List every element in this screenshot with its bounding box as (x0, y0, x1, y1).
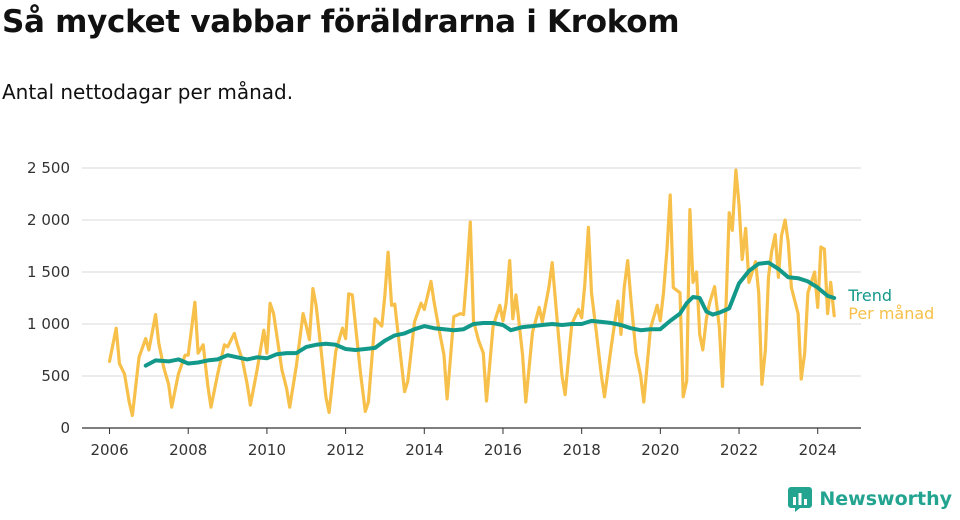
x-axis: 2006 2008 2010 2012 2014 2016 2018 2020 2022 2024 (82, 427, 861, 459)
y-tick-label: 1 500 (27, 263, 70, 281)
x-tick-label: 2006 (90, 441, 128, 459)
x-tick-label: 2010 (248, 441, 286, 459)
y-tick-label: 1 000 (27, 315, 70, 333)
chart-title: Så mycket vabbar föräldrarna i Krokom (2, 4, 680, 40)
x-tick-label: 2018 (563, 441, 601, 459)
x-tick-label: 2012 (327, 441, 365, 459)
chart-subtitle: Antal nettodagar per månad. (2, 80, 294, 104)
x-tick-label: 2016 (484, 441, 522, 459)
y-tick-label: 2 500 (27, 159, 70, 177)
legend-label-per-manad: Per månad (848, 304, 934, 323)
brand-logo: Newsworthy (787, 486, 952, 512)
legend-label-trend: Trend (847, 286, 892, 305)
x-tick-label: 2014 (405, 441, 443, 459)
series-line-trend (143, 260, 837, 368)
series-lines (107, 168, 837, 418)
y-tick-label: 2 000 (27, 211, 70, 229)
y-tick-label: 500 (41, 367, 70, 385)
newsworthy-logo-icon (788, 487, 813, 512)
brand-name: Newsworthy (819, 488, 952, 510)
y-axis-ticks: 0 500 1 000 1 500 2 000 2 500 (27, 159, 70, 437)
x-tick-label: 2024 (799, 441, 837, 459)
x-tick-label: 2022 (720, 441, 758, 459)
x-tick-label: 2020 (641, 441, 679, 459)
series-line-per-manad (107, 168, 836, 418)
x-tick-label: 2008 (169, 441, 207, 459)
y-tick-label: 0 (60, 419, 70, 437)
